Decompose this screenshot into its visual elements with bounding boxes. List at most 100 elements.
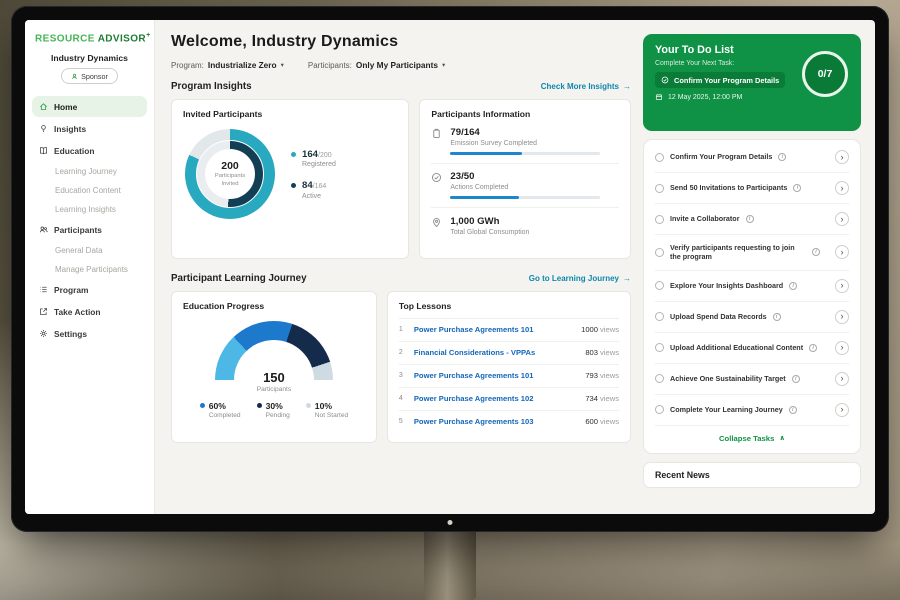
collapse-tasks-label: Collapse Tasks [718,433,775,443]
check-more-insights-link[interactable]: Check More Insights → [541,82,631,91]
info-icon[interactable]: i [793,184,802,192]
task-checkbox[interactable] [655,281,664,291]
lesson-views-value: 734 [585,394,598,403]
sidebar-item-education[interactable]: Education [32,140,147,161]
lesson-link[interactable]: Power Purchase Agreements 101 [413,371,534,380]
lesson-views-value: 600 [585,417,598,426]
chevron-right-icon[interactable]: › [835,402,849,417]
legend-item-pending: 30% Pending [256,401,290,419]
info-icon[interactable]: i [791,374,800,383]
task-row-verify-participants[interactable]: Verify participants requesting to join t… [655,234,849,270]
task-checkbox[interactable] [655,405,664,415]
chevron-right-icon[interactable]: › [835,181,849,195]
sidebar: RESOURCE ADVISOR+ Industry Dynamics Spon… [25,20,155,514]
sponsor-badge[interactable]: Sponsor [61,68,118,85]
task-checkbox[interactable] [655,343,664,353]
clipboard-icon [433,128,441,138]
check-circle-icon [661,76,669,84]
actions-completed-row: 23/50 Actions Completed [431,164,619,208]
card-title: Education Progress [183,300,265,311]
sidebar-item-education-content[interactable]: Education Content [55,185,121,195]
lesson-views-unit: views [600,417,619,426]
program-filter-label: Program: [171,60,204,70]
sidebar-item-general-data[interactable]: General Data [55,245,103,255]
sidebar-item-label: Home [54,101,78,112]
lesson-link[interactable]: Power Purchase Agreements 101 [413,325,534,334]
stat-label: Emission Survey Completed [450,139,537,147]
sidebar-item-program[interactable]: Program [32,279,147,300]
chevron-right-icon[interactable]: › [835,278,849,293]
task-checkbox[interactable] [655,312,664,322]
task-row-complete-learning-journey[interactable]: Complete Your Learning Journey i › [655,393,849,425]
lesson-views-value: 1000 [581,325,598,334]
info-icon[interactable]: i [772,312,781,321]
info-icon[interactable]: i [745,215,754,223]
info-icon[interactable]: i [778,153,787,161]
emission-survey-row: 79/164 Emission Survey Completed [431,119,619,164]
task-checkbox[interactable] [655,152,664,162]
sidebar-item-learning-journey[interactable]: Learning Journey [55,166,117,176]
task-row-explore-insights[interactable]: Explore Your Insights Dashboard i › [655,269,849,301]
actions-completed-progress-bar [450,196,601,199]
org-name: Industry Dynamics [51,53,128,64]
task-row-invite-collaborator[interactable]: Invite a Collaborator i › [655,203,849,234]
task-row-upload-educational-content[interactable]: Upload Additional Educational Content i … [655,331,849,363]
sidebar-item-manage-participants[interactable]: Manage Participants [55,264,128,274]
sidebar-item-participants[interactable]: Participants [32,219,147,240]
info-icon[interactable]: i [809,343,818,352]
go-to-learning-journey-link[interactable]: Go to Learning Journey → [529,274,631,283]
task-checkbox[interactable] [655,214,664,224]
info-icon[interactable]: i [812,248,820,257]
task-label: Verify participants requesting to join t… [670,243,795,262]
sidebar-item-settings[interactable]: Settings [32,323,147,344]
chevron-right-icon[interactable]: › [835,212,849,226]
stat-value: 79/164 [450,126,480,138]
education-progress-gauge-chart: 150 Participants [214,320,333,393]
task-checkbox[interactable] [655,374,664,384]
task-checkbox[interactable] [655,247,664,257]
sidebar-item-home[interactable]: Home [32,96,147,118]
program-filter-dropdown[interactable]: Program: Industrialize Zero ▾ [171,60,284,70]
lesson-views-unit: views [600,325,619,334]
donut-center-label: Participants Invited [214,173,246,187]
chevron-right-icon[interactable]: › [835,309,849,324]
arrow-right-icon: → [623,273,631,283]
sidebar-item-insights[interactable]: Insights [32,118,147,139]
info-icon[interactable]: i [789,281,798,290]
chevron-right-icon[interactable]: › [835,150,849,164]
info-icon[interactable]: i [788,405,797,414]
legend-item-completed: 60% Completed [199,401,241,419]
chevron-right-icon[interactable]: › [835,245,849,260]
lesson-link[interactable]: Financial Considerations - VPPAs [413,348,536,357]
app-logo: RESOURCE ADVISOR+ [32,30,150,53]
lesson-link[interactable]: Power Purchase Agreements 102 [413,394,534,403]
task-label: Invite a Collaborator [670,214,740,224]
legend-label: Completed [208,412,241,419]
book-icon [40,147,47,155]
task-checkbox[interactable] [655,183,664,193]
task-label: Explore Your Insights Dashboard [670,281,784,291]
stat-value: 23/50 [450,171,475,182]
collapse-tasks-button[interactable]: Collapse Tasks ∧ [655,424,849,449]
participants-filter-dropdown[interactable]: Participants: Only My Participants ▾ [308,60,445,70]
lesson-row: 2 Financial Considerations - VPPAs 803 vi… [398,342,619,365]
legend-label: Not Started [314,412,349,419]
chevron-right-icon[interactable]: › [835,340,849,355]
lesson-link[interactable]: Power Purchase Agreements 103 [413,417,534,426]
chevron-right-icon[interactable]: › [835,371,849,386]
task-row-send-invitations[interactable]: Send 50 Invitations to Participants i › [655,172,849,203]
task-row-achieve-sustainability-target[interactable]: Achieve One Sustainability Target i › [655,362,849,394]
sidebar-item-take-action[interactable]: Take Action [32,301,147,322]
link-label: Check More Insights [540,82,619,91]
participants-information-card: Participants Information 79/164 Emission… [419,99,631,259]
task-row-confirm-program[interactable]: Confirm Your Program Details i › [655,142,849,172]
todo-next-task[interactable]: Confirm Your Program Details [655,72,786,88]
todo-panel: Your To Do List Complete Your Next Task:… [643,20,875,514]
lightbulb-icon [41,125,46,133]
task-row-upload-spend-data[interactable]: Upload Spend Data Records i › [655,300,849,332]
education-progress-card: Education Progress 150 Participants [171,290,377,443]
page-title: Welcome, Industry Dynamics [171,33,399,50]
sidebar-item-learning-insights[interactable]: Learning Insights [55,204,116,214]
program-insights-header: Program Insights Check More Insights → [171,81,631,92]
